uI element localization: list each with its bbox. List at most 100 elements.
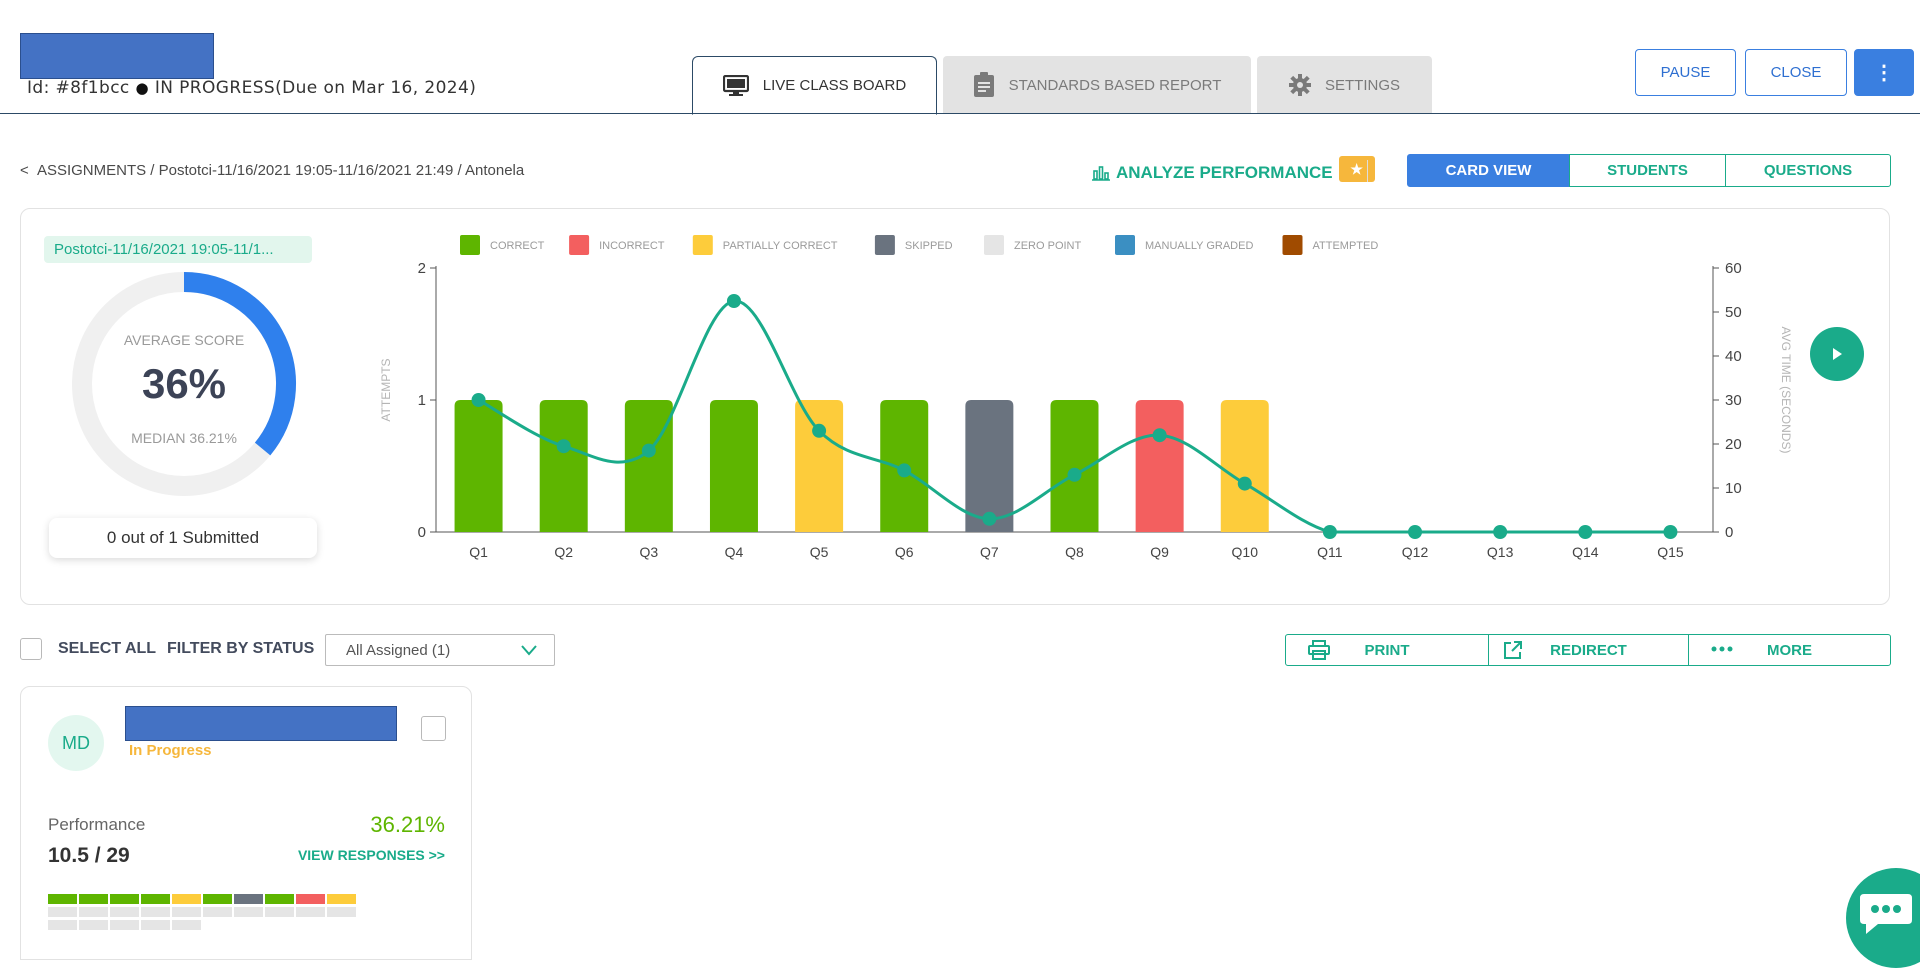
avg-time-point-q6 — [897, 463, 912, 478]
question-status-bars — [48, 920, 203, 930]
more-label: MORE — [1767, 641, 1812, 659]
question-status-bar — [110, 907, 139, 917]
gear-icon — [1288, 74, 1311, 96]
bar-q3 — [624, 400, 673, 532]
tab-standards-based-report[interactable]: STANDARDS BASED REPORT — [943, 56, 1251, 114]
question-status-bar — [172, 907, 201, 917]
tab-label: SETTINGS — [1324, 76, 1400, 94]
tab-label: LIVE CLASS BOARD — [762, 77, 907, 94]
x-tick-label: Q5 — [810, 544, 829, 560]
chat-icon — [1858, 888, 1914, 936]
chevron-down-icon — [520, 641, 538, 663]
ellipsis-icon — [1711, 639, 1733, 663]
breadcrumb-back[interactable]: < — [20, 162, 29, 179]
redirect-label: REDIRECT — [1550, 641, 1627, 659]
avg-time-point-q11 — [1322, 525, 1337, 539]
tab-live-class-board[interactable]: LIVE CLASS BOARD — [692, 56, 937, 115]
question-status-bar — [327, 907, 356, 917]
y2-tick-label: 0 — [1725, 524, 1733, 541]
assignment-status: Id: #8f1bcc ● IN PROGRESS(Due on Mar 16,… — [27, 78, 476, 98]
question-status-bars — [48, 907, 358, 917]
summary-card — [20, 208, 1890, 605]
analyze-performance-link[interactable]: ANALYZE PERFORMANCE ★ — [1092, 156, 1375, 186]
play-button[interactable] — [1810, 327, 1864, 381]
avg-time-point-q15 — [1663, 525, 1678, 539]
question-status-bar — [110, 920, 139, 930]
legend-label: MANUALLY GRADED — [1145, 240, 1253, 252]
student-status: In Progress — [129, 742, 212, 759]
question-status-bar — [79, 907, 108, 917]
status-filter-select[interactable]: All Assigned (1) — [325, 634, 555, 666]
status-filter-value: All Assigned (1) — [346, 641, 451, 659]
question-status-bar — [172, 894, 201, 904]
x-tick-label: Q11 — [1317, 544, 1343, 560]
y2-tick-label: 10 — [1725, 480, 1742, 497]
bar-q7 — [965, 400, 1014, 532]
student-checkbox[interactable] — [421, 716, 446, 741]
bar-q9 — [1135, 400, 1184, 532]
status-dot: ● — [135, 79, 149, 97]
x-tick-label: Q4 — [725, 544, 744, 560]
average-score-donut — [72, 272, 296, 496]
question-status-bar — [48, 920, 77, 930]
x-tick-label: Q8 — [1065, 544, 1084, 560]
question-status-bar — [141, 894, 170, 904]
monitor-icon — [722, 74, 749, 97]
bar-q8 — [1050, 400, 1099, 532]
avg-time-point-q14 — [1578, 525, 1593, 539]
view-responses-link[interactable]: VIEW RESPONSES >> — [297, 847, 445, 863]
y-axis-label: ATTEMPTS — [379, 358, 393, 421]
y-tick-label: 1 — [418, 392, 426, 409]
card-view-button[interactable]: CARD VIEW — [1407, 154, 1570, 187]
pause-button[interactable]: PAUSE — [1635, 49, 1736, 96]
question-status-bar — [234, 907, 263, 917]
tab-settings[interactable]: SETTINGS — [1257, 56, 1432, 114]
legend-swatch — [460, 235, 480, 255]
select-all-checkbox[interactable] — [20, 638, 42, 660]
more-actions-button[interactable]: MORE — [1688, 634, 1891, 666]
y-tick-label: 2 — [418, 260, 426, 277]
legend-label: SKIPPED — [905, 240, 953, 252]
average-score-value: 36% — [141, 360, 227, 407]
median-score: MEDIAN 36.21% — [131, 430, 237, 446]
play-icon — [1830, 346, 1844, 362]
avg-time-point-q7 — [982, 511, 997, 526]
print-button[interactable]: PRINT — [1285, 634, 1489, 666]
breadcrumb-assignments[interactable]: ASSIGNMENTS — [36, 162, 147, 179]
external-link-icon — [1503, 640, 1523, 664]
x-tick-label: Q6 — [895, 544, 914, 560]
y2-tick-label: 40 — [1725, 348, 1742, 365]
legend-label: INCORRECT — [599, 240, 665, 252]
question-status-bar — [265, 894, 294, 904]
y2-tick-label: 50 — [1725, 304, 1742, 321]
analyze-label: ANALYZE PERFORMANCE — [1116, 163, 1333, 182]
question-performance-chart: CORRECT INCORRECT PARTIALLY CORRECT SKIPPED… — [379, 235, 1793, 560]
y-tick-label: 0 — [418, 524, 426, 541]
questions-view-button[interactable]: QUESTIONS — [1725, 154, 1891, 187]
x-tick-label: Q1 — [469, 544, 488, 560]
close-button[interactable]: CLOSE — [1745, 49, 1847, 96]
redacted-student-name — [125, 706, 397, 741]
legend-swatch — [874, 235, 895, 255]
legend-swatch — [692, 235, 713, 255]
breadcrumb-session[interactable]: Postotci-11/16/2021 19:05-11/16/2021 21:… — [158, 162, 454, 179]
avg-time-point-q1 — [471, 393, 486, 407]
chat-button[interactable] — [1846, 868, 1920, 968]
question-status-bar — [172, 920, 201, 930]
breadcrumb: < ASSIGNMENTS / Postotci-11/16/2021 19:0… — [20, 162, 524, 179]
y2-tick-label: 20 — [1725, 436, 1742, 453]
bar-q1 — [454, 400, 503, 532]
star-icon: ★ — [1338, 156, 1375, 182]
avg-time-line — [477, 299, 1671, 534]
x-tick-label: Q14 — [1572, 544, 1599, 560]
bar-q5 — [795, 400, 844, 532]
assignment-id: Id: #8f1bcc — [27, 78, 130, 98]
redirect-button[interactable]: REDIRECT — [1488, 634, 1689, 666]
more-options-button[interactable]: ⋮ — [1854, 49, 1914, 96]
breadcrumb-sep: / — [457, 162, 462, 179]
students-view-button[interactable]: STUDENTS — [1569, 154, 1726, 187]
question-status-bar — [48, 907, 77, 917]
x-tick-label: Q15 — [1657, 544, 1684, 560]
x-tick-label: Q13 — [1487, 544, 1514, 560]
question-status-bar — [110, 894, 139, 904]
